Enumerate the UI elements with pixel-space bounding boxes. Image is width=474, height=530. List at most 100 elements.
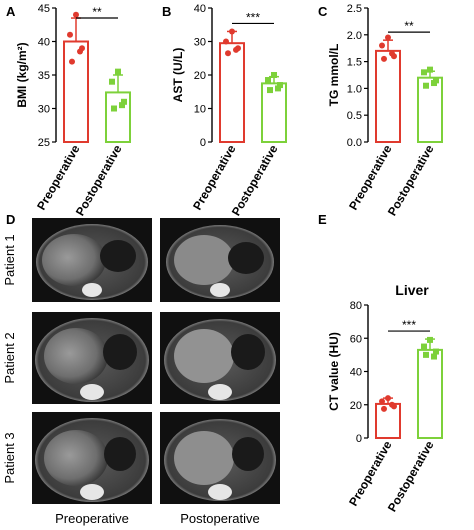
data-point [421,343,427,350]
data-point [223,38,229,45]
data-point [427,66,433,73]
data-point [389,50,395,57]
data-point [421,69,427,76]
ct-col-label-postoperative: Postoperative [180,511,260,526]
y-axis-label: TG mmol/L [327,44,341,107]
data-point [69,58,75,65]
data-point [427,336,433,343]
y-tick-label: 40 [194,3,206,15]
data-point [109,78,115,85]
chart-tg: 0.0 0.5 1.0 1.5 2.0 2.5 TG mmol/L PreoperativeP… [327,3,443,218]
data-point [271,72,277,78]
y-tick-label: 0.5 [347,110,362,122]
data-point [111,105,117,112]
x-tick-label: Preoperative [346,438,395,508]
ct-scan-patient3-postoperative [160,412,280,504]
significance-label: *** [402,318,416,332]
data-point [119,102,125,109]
data-point [275,85,281,92]
data-point [115,68,121,75]
panel-letter-a: A [6,4,16,19]
y-tick-label: 80 [350,300,362,312]
ct-scan-patient2-postoperative [160,312,280,404]
x-tick-label: Postoperative [229,142,281,218]
ct-row-label-patient3: Patient 3 [2,432,17,483]
chart-bmi: 25 30 35 40 45 BMI (kg/m²) PreoperativePostope… [15,3,131,218]
data-point [379,398,385,405]
data-point [433,348,439,355]
y-tick-label: 45 [38,3,50,15]
y-axis-label: AST (U/L) [171,48,185,103]
significance-label: *** [246,10,260,24]
data-point [381,55,387,62]
ct-image-grid: Patient 1 Patient 2 Patient 3 Preoperati… [2,218,280,526]
bar-postoperative [417,76,443,143]
data-point [225,50,231,57]
data-point [385,34,391,41]
y-tick-label: 1.5 [347,57,362,69]
data-point [431,80,437,87]
panel-letter-d: D [6,212,15,227]
ct-scan-patient3-preoperative [32,412,152,504]
ct-col-label-preoperative: Preoperative [55,511,129,526]
chart-e-title: Liver [395,282,429,298]
panel-letter-e: E [318,212,327,227]
data-point [77,48,83,55]
data-point [233,46,239,53]
ct-scan-patient1-postoperative [160,218,280,302]
chart-liver-ct: 0 20 40 60 80 CT value (HU) PreoperativePostop… [327,300,443,514]
data-point [431,353,437,360]
bar-preoperative [219,42,245,143]
significance-label: ** [92,5,102,19]
y-axis-label: BMI (kg/m²) [15,42,29,107]
y-tick-label: 35 [38,70,50,82]
data-point [423,351,429,358]
significance-label: ** [404,19,414,33]
y-axis-label: CT value (HU) [327,332,341,411]
y-tick-label: 30 [194,37,206,49]
y-tick-label: 40 [350,367,362,379]
data-point [381,405,387,412]
data-point [121,98,127,105]
y-tick-label: 10 [194,104,206,116]
y-tick-label: 0.0 [347,137,362,149]
ct-scan-patient2-preoperative [32,312,152,404]
data-point [265,77,271,84]
panel-letter-c: C [318,4,328,19]
data-point [385,395,391,402]
data-point [379,42,385,49]
ct-scan-patient1-preoperative [32,218,152,302]
y-tick-label: 20 [194,70,206,82]
y-tick-label: 25 [38,137,50,149]
data-point [277,82,283,89]
y-tick-label: 1.0 [347,83,362,95]
x-tick-label: Postoperative [385,438,437,514]
data-point [267,87,273,94]
y-tick-label: 40 [38,37,50,49]
ct-row-label-patient2: Patient 2 [2,332,17,383]
x-tick-label: Preoperative [346,142,395,212]
y-tick-label: 30 [38,104,50,116]
bar-postoperative [261,82,287,143]
x-tick-label: Preoperative [190,142,239,212]
y-tick-label: 0 [356,433,362,445]
data-point [229,28,235,35]
x-tick-label: Postoperative [73,142,125,218]
bar-preoperative [375,49,401,144]
data-point [67,31,73,38]
ct-row-label-patient1: Patient 1 [2,234,17,285]
bar-postoperative [417,348,443,440]
data-point [389,401,395,408]
data-point [73,11,79,18]
y-tick-label: 60 [350,333,362,345]
x-tick-label: Postoperative [385,142,437,218]
y-tick-label: 20 [350,400,362,412]
y-tick-label: 2.0 [347,30,362,42]
data-point [423,82,429,89]
bar-preoperative [375,402,401,440]
y-tick-label: 2.5 [347,3,362,15]
chart-ast: 0 10 20 30 40 AST (U/L) PreoperativePostoperat… [171,3,287,218]
x-tick-label: Preoperative [34,142,83,212]
y-tick-label: 0 [200,137,206,149]
